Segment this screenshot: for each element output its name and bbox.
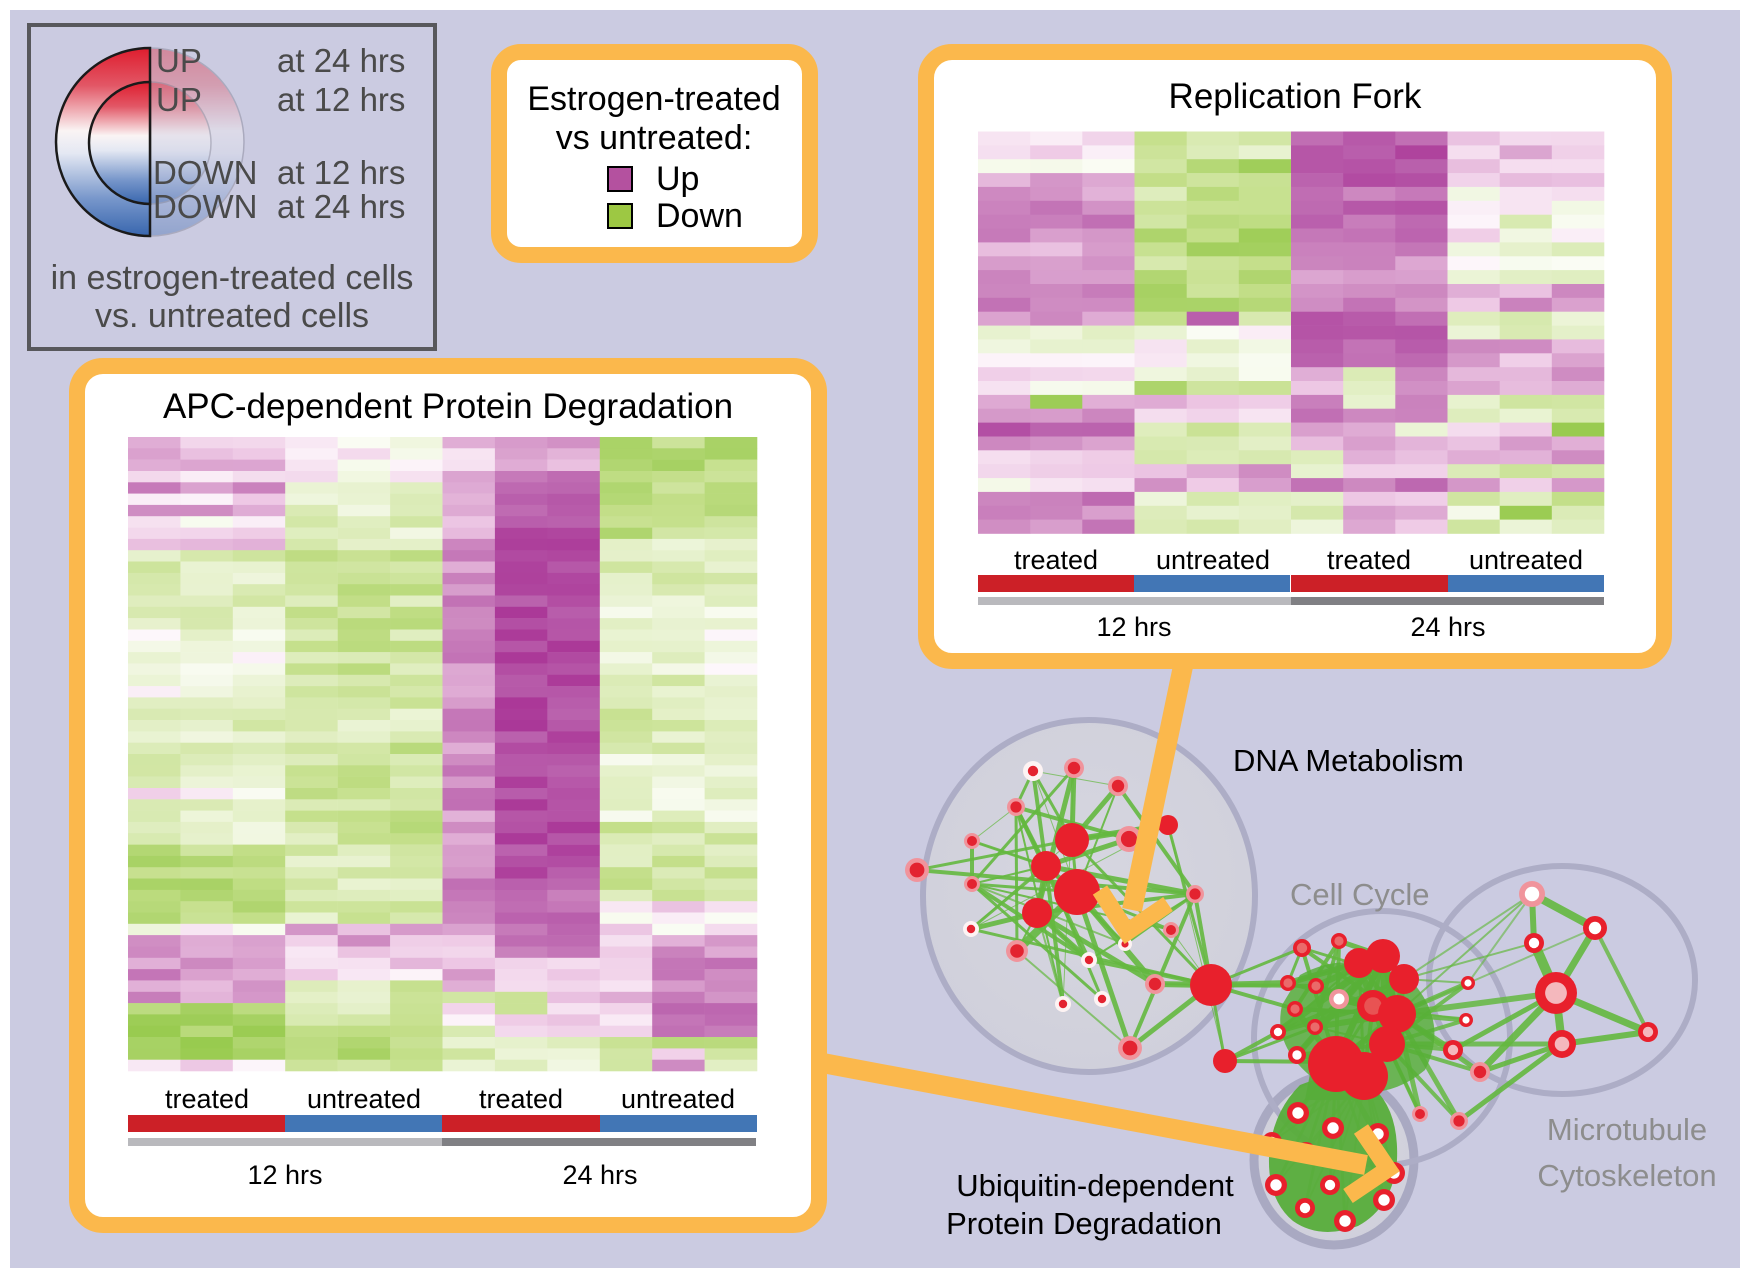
svg-text:Cytoskeleton: Cytoskeleton: [1537, 1158, 1716, 1193]
svg-text:12 hrs: 12 hrs: [247, 1160, 322, 1190]
svg-text:DOWN: DOWN: [153, 188, 257, 225]
svg-text:untreated: untreated: [1469, 545, 1583, 575]
svg-text:Ubiquitin-dependent: Ubiquitin-dependent: [956, 1168, 1234, 1203]
svg-text:at 24 hrs: at 24 hrs: [277, 42, 405, 79]
svg-text:24 hrs: 24 hrs: [562, 1160, 637, 1190]
svg-text:Estrogen-treated: Estrogen-treated: [527, 80, 780, 118]
svg-text:untreated: untreated: [307, 1084, 421, 1114]
svg-text:treated: treated: [479, 1084, 563, 1114]
svg-text:at 12 hrs: at 12 hrs: [277, 154, 405, 191]
svg-text:at 24 hrs: at 24 hrs: [277, 188, 405, 225]
svg-text:UP: UP: [156, 81, 202, 118]
svg-text:treated: treated: [165, 1084, 249, 1114]
svg-text:12 hrs: 12 hrs: [1096, 612, 1171, 642]
svg-text:in estrogen-treated cells: in estrogen-treated cells: [51, 259, 414, 297]
svg-text:treated: treated: [1014, 545, 1098, 575]
svg-text:vs. untreated cells: vs. untreated cells: [95, 297, 369, 335]
svg-text:DNA Metabolism: DNA Metabolism: [1233, 743, 1464, 778]
svg-text:untreated: untreated: [1156, 545, 1270, 575]
svg-text:Up: Up: [656, 160, 699, 198]
svg-text:Down: Down: [656, 197, 743, 235]
svg-text:untreated: untreated: [621, 1084, 735, 1114]
svg-text:at 12 hrs: at 12 hrs: [277, 81, 405, 118]
svg-text:Cell Cycle: Cell Cycle: [1290, 877, 1430, 912]
svg-text:APC-dependent Protein Degradat: APC-dependent Protein Degradation: [163, 387, 733, 426]
svg-text:Protein Degradation: Protein Degradation: [946, 1206, 1222, 1241]
svg-text:Replication Fork: Replication Fork: [1169, 77, 1422, 116]
svg-text:UP: UP: [156, 42, 202, 79]
svg-text:24 hrs: 24 hrs: [1410, 612, 1485, 642]
svg-text:treated: treated: [1327, 545, 1411, 575]
svg-text:vs untreated:: vs untreated:: [556, 119, 753, 157]
svg-text:DOWN: DOWN: [153, 154, 257, 191]
svg-text:Microtubule: Microtubule: [1547, 1112, 1707, 1147]
